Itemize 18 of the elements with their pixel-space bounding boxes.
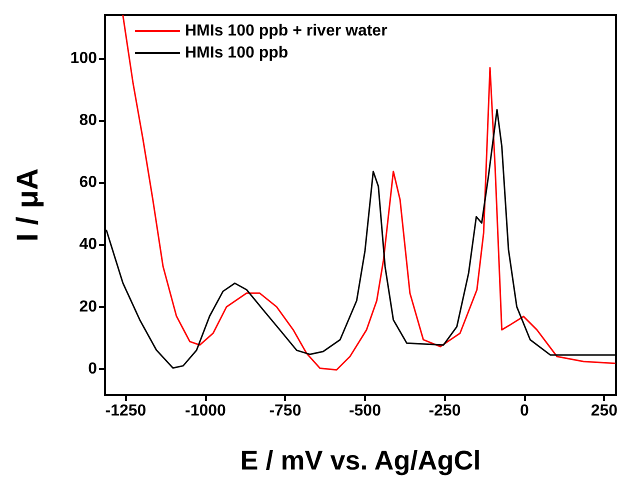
legend-label: HMIs 100 ppb (185, 44, 288, 62)
y-tick-label: 100 (70, 50, 98, 67)
x-tick-label: -750 (269, 402, 302, 420)
x-tick-label: 0 (520, 402, 529, 420)
x-tick-label: -500 (348, 402, 382, 420)
y-tick-label: 80 (79, 112, 98, 130)
legend-label: HMIs 100 ppb + river water (185, 22, 388, 40)
x-tick-label: -250 (428, 402, 461, 420)
y-tick-label: 40 (79, 236, 98, 254)
y-tick-label: 0 (88, 360, 98, 378)
x-tick-label: 250 (590, 402, 618, 420)
y-axis-title: I / μA (12, 168, 44, 242)
x-tick-label: -1000 (185, 402, 226, 420)
x-tick-label: -1250 (105, 402, 146, 420)
x-axis-title: E / mV vs. Ag/AgCl (240, 446, 481, 476)
y-tick-label: 60 (79, 174, 98, 192)
y-tick-label: 20 (79, 298, 98, 316)
line-series (122, 14, 616, 371)
